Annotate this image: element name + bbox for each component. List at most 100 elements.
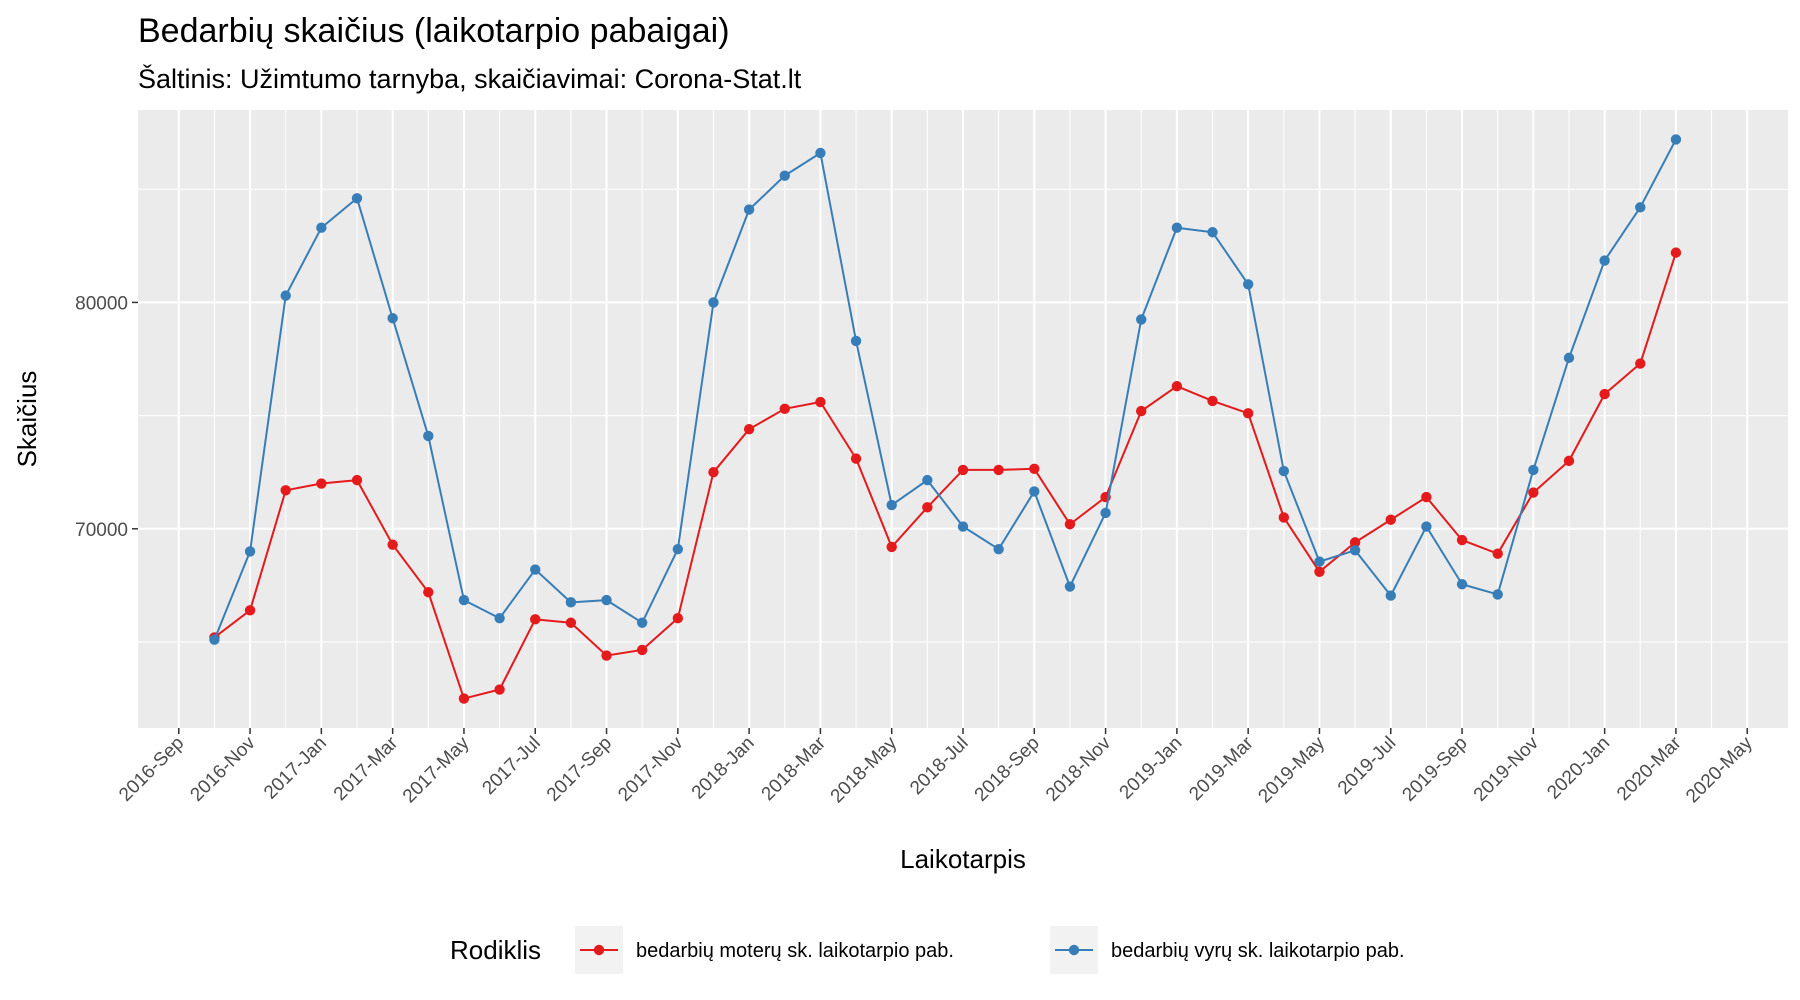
y-axis: 70000 80000 xyxy=(75,293,138,541)
data-point xyxy=(1635,358,1646,369)
data-point xyxy=(1100,507,1111,519)
data-point xyxy=(530,564,541,575)
data-point xyxy=(1171,222,1183,233)
legend-item: bedarbių moterų sk. laikotarpio pab. xyxy=(575,926,954,974)
x-tick-label: 2017-Sep xyxy=(543,733,616,806)
data-point xyxy=(815,396,826,408)
data-point xyxy=(1385,514,1396,525)
data-point xyxy=(1421,491,1432,503)
chart-title: Bedarbių skaičius (laikotarpio pabaigai) xyxy=(138,12,730,50)
x-tick-label: 2019-Jan xyxy=(1116,733,1187,804)
data-point xyxy=(1492,589,1503,600)
data-point xyxy=(1314,556,1325,567)
data-point xyxy=(1029,463,1040,474)
data-point xyxy=(1528,464,1539,476)
data-point xyxy=(601,594,612,606)
x-tick-label: 2020-May xyxy=(1682,732,1757,807)
data-point xyxy=(1349,545,1361,556)
data-point xyxy=(1563,352,1575,364)
x-tick-label: 2019-Jul xyxy=(1334,733,1400,799)
data-point xyxy=(1064,519,1076,530)
data-point xyxy=(1563,455,1575,467)
x-tick-label: 2016-Nov xyxy=(186,732,259,805)
data-point xyxy=(565,597,577,608)
data-point xyxy=(993,464,1004,476)
data-point xyxy=(922,502,933,513)
data-point xyxy=(779,403,790,415)
legend-item: bedarbių vyrų sk. laikotarpio pab. xyxy=(1050,926,1405,974)
data-point xyxy=(1207,395,1218,407)
legend-label: bedarbių moterų sk. laikotarpio pab. xyxy=(636,940,954,962)
data-point xyxy=(423,430,434,442)
series-line xyxy=(213,138,1677,641)
data-point xyxy=(1171,380,1183,392)
data-point xyxy=(494,613,505,624)
data-point xyxy=(779,170,790,181)
data-point xyxy=(494,684,505,695)
y-axis-title: Skaičius xyxy=(12,371,42,468)
legend: Rodiklis bedarbių moterų sk. laikotarpio … xyxy=(450,926,1405,974)
legend-key-point xyxy=(593,944,605,956)
data-point xyxy=(1029,486,1040,497)
data-point xyxy=(708,467,719,478)
legend-title: Rodiklis xyxy=(450,935,541,965)
x-tick-label: 2018-Nov xyxy=(1042,732,1115,805)
data-point xyxy=(1385,590,1396,601)
data-point xyxy=(280,485,291,496)
chart-subtitle: Šaltinis: Užimtumo tarnyba, skaičiavimai… xyxy=(138,63,802,94)
x-tick-label: 2018-Jan xyxy=(688,733,759,804)
data-point xyxy=(423,586,434,598)
data-point xyxy=(316,478,327,489)
legend-label: bedarbių vyrų sk. laikotarpio pab. xyxy=(1111,940,1405,962)
data-point xyxy=(672,613,684,624)
data-point xyxy=(244,605,256,616)
x-tick-label: 2018-Mar xyxy=(758,732,831,805)
data-point xyxy=(672,543,684,555)
data-point xyxy=(636,644,648,656)
x-axis-title: Laikotarpis xyxy=(900,844,1026,874)
data-point xyxy=(850,453,862,464)
data-point xyxy=(1278,512,1290,523)
data-point xyxy=(993,543,1004,555)
data-point xyxy=(1670,247,1682,258)
data-point xyxy=(815,147,826,159)
x-tick-label: 2017-Mar xyxy=(330,732,403,805)
x-tick-label: 2017-Jul xyxy=(478,733,544,799)
data-point xyxy=(886,499,897,511)
data-point xyxy=(351,474,363,486)
data-point xyxy=(1670,134,1682,145)
data-point xyxy=(209,634,220,645)
data-point xyxy=(1421,521,1432,532)
x-tick-label: 2020-Mar xyxy=(1613,732,1686,805)
x-tick-label: 2020-Jan xyxy=(1543,733,1614,804)
grid-minor xyxy=(138,110,1788,728)
data-point xyxy=(1136,314,1147,325)
series-layer xyxy=(209,134,1682,704)
data-point xyxy=(636,617,648,628)
x-tick-label: 2019-Nov xyxy=(1470,732,1543,805)
data-point xyxy=(1456,579,1468,590)
y-tick-label: 70000 xyxy=(75,520,128,541)
data-point xyxy=(1242,279,1254,290)
x-tick-label: 2019-Sep xyxy=(1398,733,1471,806)
data-point xyxy=(743,204,755,215)
data-point xyxy=(1599,388,1610,400)
x-tick-label: 2017-Jan xyxy=(260,733,331,804)
data-point xyxy=(458,693,470,704)
data-point xyxy=(244,546,256,557)
y-tick-label: 80000 xyxy=(75,293,128,314)
series-line xyxy=(213,252,1677,700)
data-point xyxy=(886,541,897,553)
x-tick-label: 2016-Sep xyxy=(115,733,188,806)
data-point xyxy=(1492,548,1503,559)
data-point xyxy=(1314,566,1325,577)
data-point xyxy=(280,290,291,301)
x-tick-label: 2018-Jul xyxy=(906,733,972,799)
data-point xyxy=(387,313,398,324)
x-tick-label: 2017-Nov xyxy=(614,732,687,805)
data-point xyxy=(743,423,755,435)
data-point xyxy=(351,193,363,204)
x-tick-label: 2018-May xyxy=(827,732,902,807)
data-point xyxy=(1136,405,1147,417)
